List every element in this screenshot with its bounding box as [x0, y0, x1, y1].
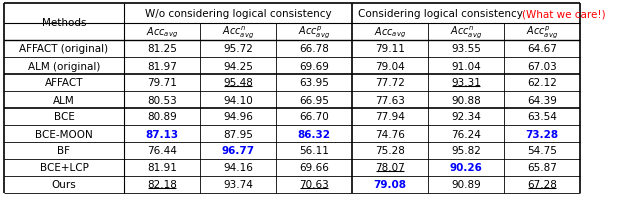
Text: $Acc^{n}_{avg}$: $Acc^{n}_{avg}$ [450, 24, 482, 40]
Text: 94.25: 94.25 [223, 61, 253, 71]
Text: 94.16: 94.16 [223, 163, 253, 173]
Text: BCE: BCE [54, 112, 74, 122]
Text: AFFACT: AFFACT [45, 78, 83, 88]
Text: ALM: ALM [53, 95, 75, 105]
Text: 87.95: 87.95 [223, 129, 253, 139]
Text: ALM (original): ALM (original) [28, 61, 100, 71]
Text: 82.18: 82.18 [147, 180, 177, 190]
Text: $Acc^{n}_{avg}$: $Acc^{n}_{avg}$ [222, 24, 254, 40]
Text: $Acc^{p}_{avg}$: $Acc^{p}_{avg}$ [298, 24, 330, 40]
Text: 95.48: 95.48 [223, 78, 253, 88]
Text: 77.63: 77.63 [375, 95, 405, 105]
Text: 67.28: 67.28 [527, 180, 557, 190]
Text: 86.32: 86.32 [298, 129, 330, 139]
Text: $Acc^{p}_{avg}$: $Acc^{p}_{avg}$ [526, 24, 558, 40]
Text: BF: BF [58, 146, 70, 156]
Text: 92.34: 92.34 [451, 112, 481, 122]
Text: Considering logical consistency: Considering logical consistency [358, 9, 526, 19]
Text: 63.95: 63.95 [299, 78, 329, 88]
Text: 95.82: 95.82 [451, 146, 481, 156]
Text: 81.97: 81.97 [147, 61, 177, 71]
Text: 79.04: 79.04 [375, 61, 405, 71]
Text: 91.04: 91.04 [451, 61, 481, 71]
Text: 90.89: 90.89 [451, 180, 481, 190]
Text: 62.12: 62.12 [527, 78, 557, 88]
Text: 79.11: 79.11 [375, 44, 405, 54]
Text: BCE+LCP: BCE+LCP [40, 163, 88, 173]
Text: 81.91: 81.91 [147, 163, 177, 173]
Text: 90.26: 90.26 [449, 163, 483, 173]
Text: (What we care!): (What we care!) [522, 9, 605, 19]
Text: 81.25: 81.25 [147, 44, 177, 54]
Text: 87.13: 87.13 [145, 129, 179, 139]
Text: 54.75: 54.75 [527, 146, 557, 156]
Text: 65.87: 65.87 [527, 163, 557, 173]
Text: 76.24: 76.24 [451, 129, 481, 139]
Text: Ours: Ours [52, 180, 76, 190]
Text: 64.67: 64.67 [527, 44, 557, 54]
Text: 70.63: 70.63 [299, 180, 329, 190]
Text: 78.07: 78.07 [375, 163, 405, 173]
Text: BCE-MOON: BCE-MOON [35, 129, 93, 139]
Text: 90.88: 90.88 [451, 95, 481, 105]
Text: 77.72: 77.72 [375, 78, 405, 88]
Text: 66.95: 66.95 [299, 95, 329, 105]
Text: 80.89: 80.89 [147, 112, 177, 122]
Text: W/o considering logical consistency: W/o considering logical consistency [145, 9, 332, 19]
Text: 93.31: 93.31 [451, 78, 481, 88]
Text: 79.71: 79.71 [147, 78, 177, 88]
Text: 96.77: 96.77 [221, 146, 255, 156]
Text: 80.53: 80.53 [147, 95, 177, 105]
Text: 76.44: 76.44 [147, 146, 177, 156]
Text: AFFACT (original): AFFACT (original) [19, 44, 109, 54]
Text: 69.69: 69.69 [299, 61, 329, 71]
Text: 79.08: 79.08 [374, 180, 406, 190]
Text: 74.76: 74.76 [375, 129, 405, 139]
Text: 77.94: 77.94 [375, 112, 405, 122]
Text: 56.11: 56.11 [299, 146, 329, 156]
Text: 93.74: 93.74 [223, 180, 253, 190]
Text: 94.10: 94.10 [223, 95, 253, 105]
Text: Methods: Methods [42, 18, 86, 27]
Text: $Acc_{avg}$: $Acc_{avg}$ [374, 25, 406, 40]
Text: 93.55: 93.55 [451, 44, 481, 54]
Text: 64.39: 64.39 [527, 95, 557, 105]
Text: 95.72: 95.72 [223, 44, 253, 54]
Text: 69.66: 69.66 [299, 163, 329, 173]
Text: 94.96: 94.96 [223, 112, 253, 122]
Text: 75.28: 75.28 [375, 146, 405, 156]
Text: 63.54: 63.54 [527, 112, 557, 122]
Text: 67.03: 67.03 [527, 61, 557, 71]
Text: 66.78: 66.78 [299, 44, 329, 54]
Text: 73.28: 73.28 [525, 129, 559, 139]
Text: 66.70: 66.70 [299, 112, 329, 122]
Text: $Acc_{avg}$: $Acc_{avg}$ [146, 25, 178, 40]
